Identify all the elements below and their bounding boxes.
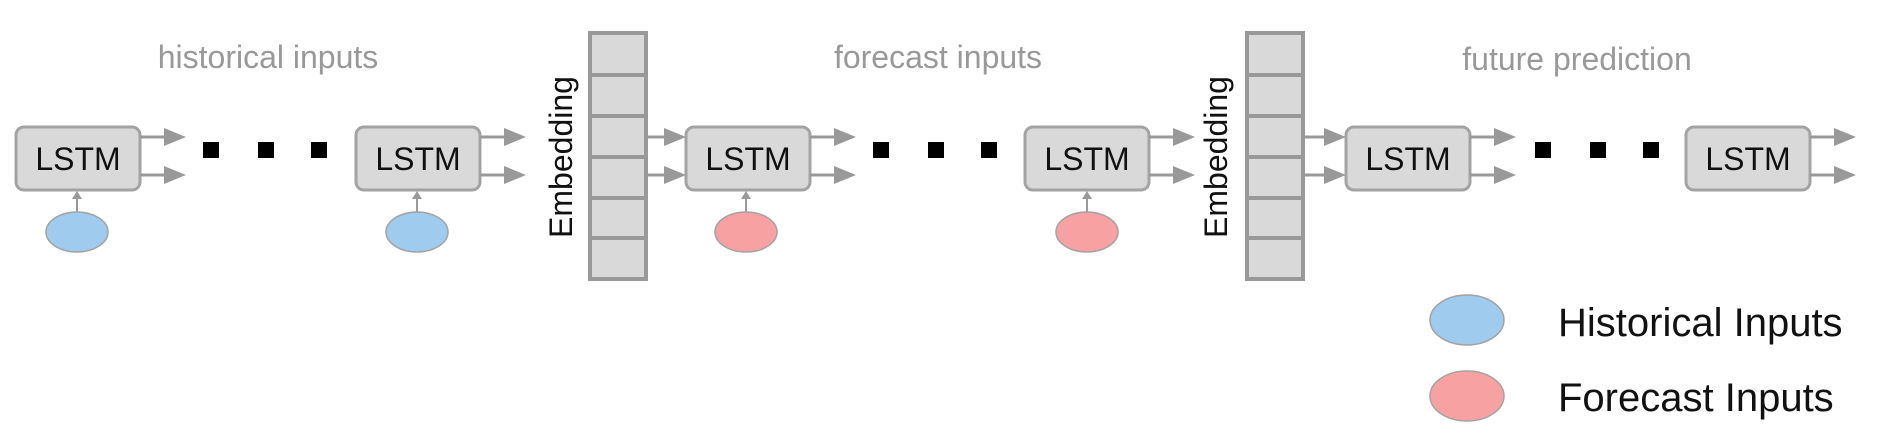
legend-historical-label: Historical Inputs — [1558, 301, 1843, 345]
output-arrows — [1810, 128, 1856, 184]
lstm-label: LSTM — [375, 141, 460, 177]
lstm-cell-future-1: LSTM — [1344, 125, 1472, 192]
lstm-cell-forecast-1: LSTM — [684, 125, 812, 192]
lstm-label: LSTM — [1705, 141, 1790, 177]
lstm-cell-historical-1: LSTM — [14, 125, 142, 192]
legend: Historical Inputs Forecast Inputs — [1429, 294, 1843, 422]
embedding-output-arrows — [1303, 128, 1346, 184]
input-arrow — [412, 191, 422, 213]
ellipsis-dots — [203, 142, 327, 158]
embedding-label-1: Embedding — [543, 76, 579, 238]
ellipsis-dots — [1535, 142, 1659, 158]
legend-item-forecast: Forecast Inputs — [1429, 370, 1834, 422]
embedding-block-2 — [1245, 31, 1305, 281]
lstm-label: LSTM — [705, 141, 790, 177]
output-arrows — [1149, 128, 1195, 184]
input-arrow — [72, 191, 82, 213]
historical-input-node — [385, 211, 449, 253]
lstm-label: LSTM — [35, 141, 120, 177]
forecast-inputs-title: forecast inputs — [834, 39, 1042, 75]
legend-historical-swatch — [1429, 294, 1505, 346]
historical-inputs-title: historical inputs — [158, 39, 379, 75]
lstm-label: LSTM — [1044, 141, 1129, 177]
lstm-label: LSTM — [1365, 141, 1450, 177]
legend-forecast-label: Forecast Inputs — [1558, 376, 1834, 420]
output-arrows — [810, 128, 856, 184]
input-arrow — [1082, 191, 1092, 213]
legend-forecast-swatch — [1429, 370, 1505, 422]
output-arrows — [140, 128, 186, 184]
lstm-cell-future-2: LSTM — [1684, 125, 1812, 192]
ellipsis-dots — [873, 142, 997, 158]
forecast-input-node — [714, 211, 778, 253]
embedding-block-1 — [588, 31, 648, 281]
legend-item-historical: Historical Inputs — [1429, 294, 1843, 346]
output-arrows — [1470, 128, 1516, 184]
lstm-cell-historical-2: LSTM — [354, 125, 482, 192]
embedding-output-arrows — [646, 128, 686, 184]
forecast-input-node — [1055, 211, 1119, 253]
lstm-cell-forecast-2: LSTM — [1023, 125, 1151, 192]
historical-input-node — [45, 211, 109, 253]
output-arrows — [480, 128, 526, 184]
input-arrow — [741, 191, 751, 213]
embedding-label-2: Embedding — [1198, 76, 1234, 238]
future-prediction-title: future prediction — [1462, 41, 1691, 77]
